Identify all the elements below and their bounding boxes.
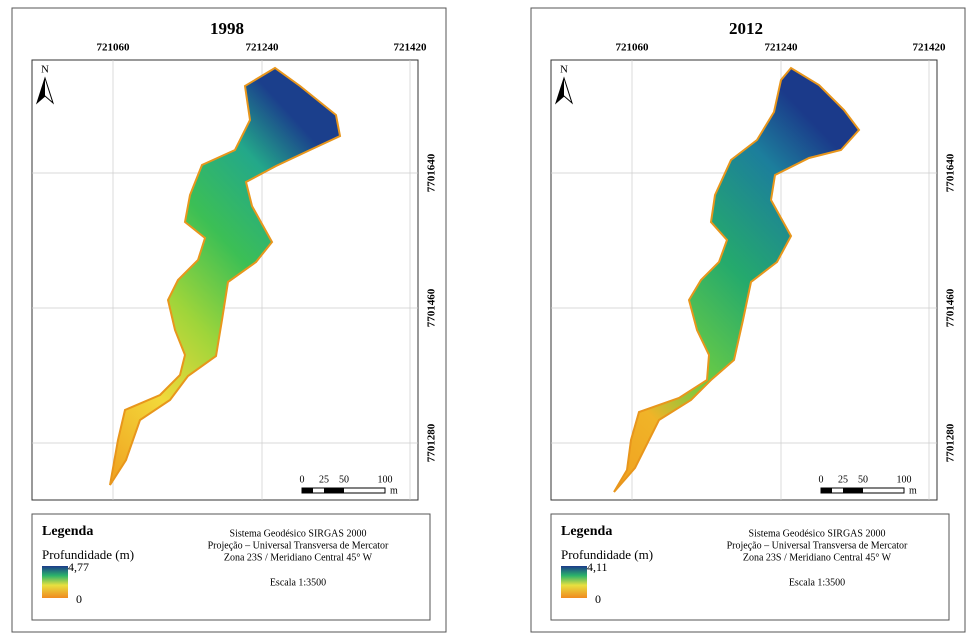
- map-info: Projeção – Universal Transversa de Merca…: [208, 540, 389, 551]
- x-coordinate-label: 721060: [97, 42, 131, 54]
- x-coordinate-label: 721420: [394, 42, 428, 54]
- y-coordinate-label: 7701280: [426, 423, 438, 462]
- x-coordinate-label: 721240: [246, 42, 280, 54]
- scale-label: 0: [300, 474, 305, 485]
- map-panel: 2012 721060 721240 721420 7701640 7701460 7701…: [530, 7, 966, 633]
- y-coordinate-label: 7701460: [945, 288, 957, 327]
- scale-segment: [302, 488, 313, 493]
- map-panel: 1998 721060 721240 721420 7701640 7701460 7701…: [11, 7, 447, 633]
- scale-segment: [324, 488, 334, 493]
- scale-segment: [843, 488, 853, 493]
- map-title: 1998: [210, 19, 244, 38]
- y-coordinate-label: 7701640: [945, 153, 957, 192]
- scale-segment: [821, 488, 832, 493]
- x-coordinate-label: 721420: [913, 42, 947, 54]
- map-info: Escala 1:3500: [789, 577, 845, 588]
- legend-ramp: [561, 566, 587, 598]
- legend-subtitle: Profundidade (m): [42, 547, 134, 562]
- legend-subtitle: Profundidade (m): [561, 547, 653, 562]
- legend-title: Legenda: [42, 524, 93, 539]
- scale-label: 0: [819, 474, 824, 485]
- north-label: N: [560, 64, 568, 76]
- reservoir: [109, 66, 342, 486]
- scale-segment: [334, 488, 344, 493]
- legend-ramp: [42, 566, 68, 598]
- legend-title: Legenda: [561, 524, 612, 539]
- scale-label: 25: [319, 474, 329, 485]
- y-coordinate-label: 7701460: [426, 288, 438, 327]
- north-label: N: [41, 64, 49, 76]
- map-title: 2012: [729, 19, 763, 38]
- legend-box: [550, 513, 950, 621]
- scale-label: 25: [838, 474, 848, 485]
- north-arrow-half: [556, 78, 564, 103]
- scale-unit: m: [909, 485, 917, 496]
- x-coordinate-label: 721060: [616, 42, 650, 54]
- y-coordinate-label: 7701640: [426, 153, 438, 192]
- reservoir: [613, 66, 861, 493]
- scale-label: 50: [339, 474, 349, 485]
- scale-label: 100: [897, 474, 912, 485]
- scale-segment: [853, 488, 863, 493]
- map-info: Projeção – Universal Transversa de Merca…: [727, 540, 908, 551]
- scale-unit: m: [390, 485, 398, 496]
- north-arrow-half: [37, 78, 45, 103]
- scale-label: 50: [858, 474, 868, 485]
- scale-label: 100: [378, 474, 393, 485]
- map-info: Sistema Geodésico SIRGAS 2000: [230, 528, 367, 539]
- map-info: Zona 23S / Meridiano Central 45° W: [224, 552, 373, 563]
- panels: 1998 721060 721240 721420 7701640 7701460 7701…: [11, 7, 966, 633]
- x-coordinate-label: 721240: [765, 42, 799, 54]
- legend-max: 4,77: [68, 560, 89, 574]
- legend-max: 4,11: [587, 560, 608, 574]
- y-coordinate-label: 7701280: [945, 423, 957, 462]
- legend-min: 0: [595, 592, 601, 606]
- legend-min: 0: [76, 592, 82, 606]
- map-info: Escala 1:3500: [270, 577, 326, 588]
- map-info: Zona 23S / Meridiano Central 45° W: [743, 552, 892, 563]
- legend-box: [31, 513, 431, 621]
- map-info: Sistema Geodésico SIRGAS 2000: [749, 528, 886, 539]
